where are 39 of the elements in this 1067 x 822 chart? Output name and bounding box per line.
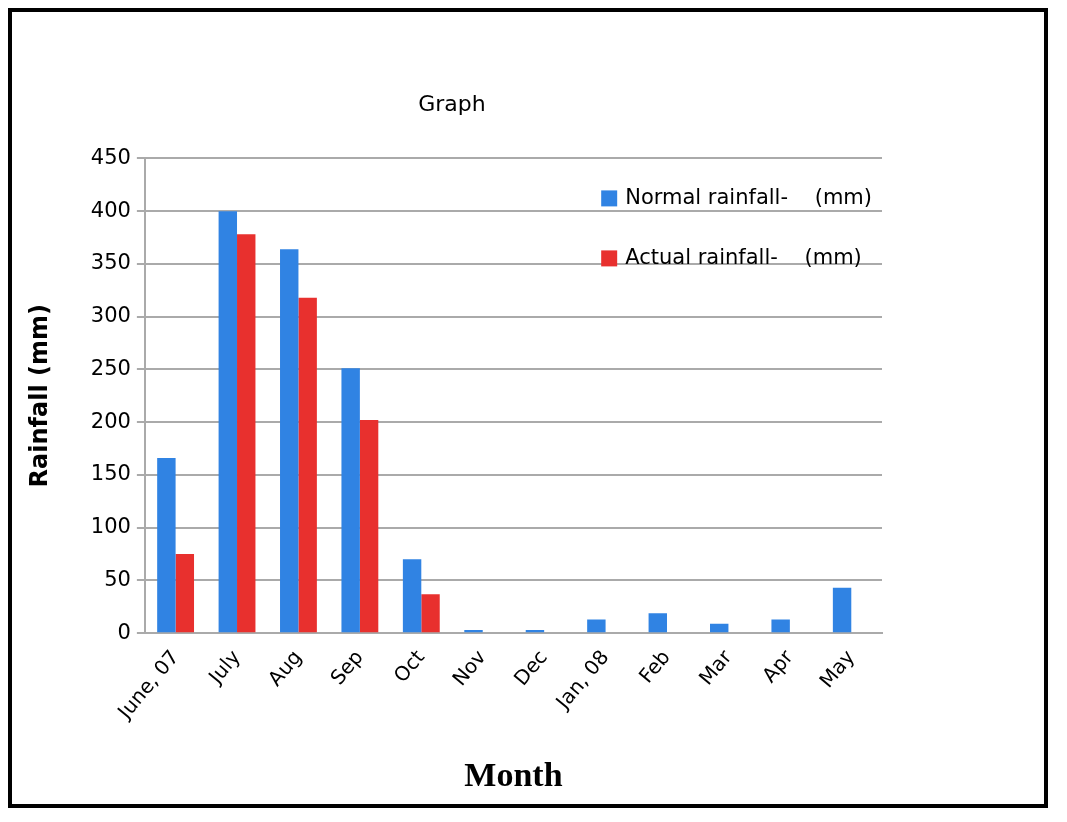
bar (648, 613, 668, 633)
bar (710, 623, 729, 633)
bar (525, 630, 545, 633)
bar (832, 587, 852, 633)
bar (421, 594, 440, 633)
y-tick-label: 50 (104, 566, 131, 591)
y-tick-label: 150 (90, 461, 131, 486)
bar (771, 619, 790, 633)
x-tick-label: Apr (757, 644, 799, 687)
bar (175, 554, 195, 633)
x-axis-title: Month (464, 756, 563, 794)
bar (280, 249, 299, 633)
x-tick-label: Sep (325, 645, 368, 690)
bar (402, 559, 422, 633)
y-tick-label: 100 (90, 514, 131, 539)
y-tick-label: 450 (90, 144, 131, 169)
x-tick-label: Oct (388, 644, 430, 687)
bar (157, 458, 176, 633)
bar (218, 211, 238, 633)
bar (359, 420, 379, 633)
y-axis-title: Rainfall (mm) (24, 304, 53, 488)
x-tick-label: Dec (508, 645, 552, 691)
bar (298, 297, 317, 633)
y-tick-label: 400 (90, 197, 131, 222)
y-tick-label: 350 (90, 250, 131, 275)
x-tick-label: Feb (633, 645, 675, 688)
y-tick-label: 200 (90, 408, 131, 433)
bar (464, 630, 483, 633)
bar (587, 619, 606, 633)
y-tick-label: 0 (117, 619, 131, 644)
x-tick-label: Nov (447, 644, 491, 691)
legend-label: Normal rainfall- (mm) (625, 184, 872, 209)
bar (341, 368, 360, 633)
y-tick-label: 250 (90, 355, 131, 380)
bar (237, 234, 256, 633)
legend-label: Actual rainfall- (mm) (625, 244, 862, 269)
x-tick-label: Jan, 08 (549, 645, 614, 715)
y-tick-label: 300 (90, 303, 131, 328)
chart-title: Graph (418, 90, 486, 116)
